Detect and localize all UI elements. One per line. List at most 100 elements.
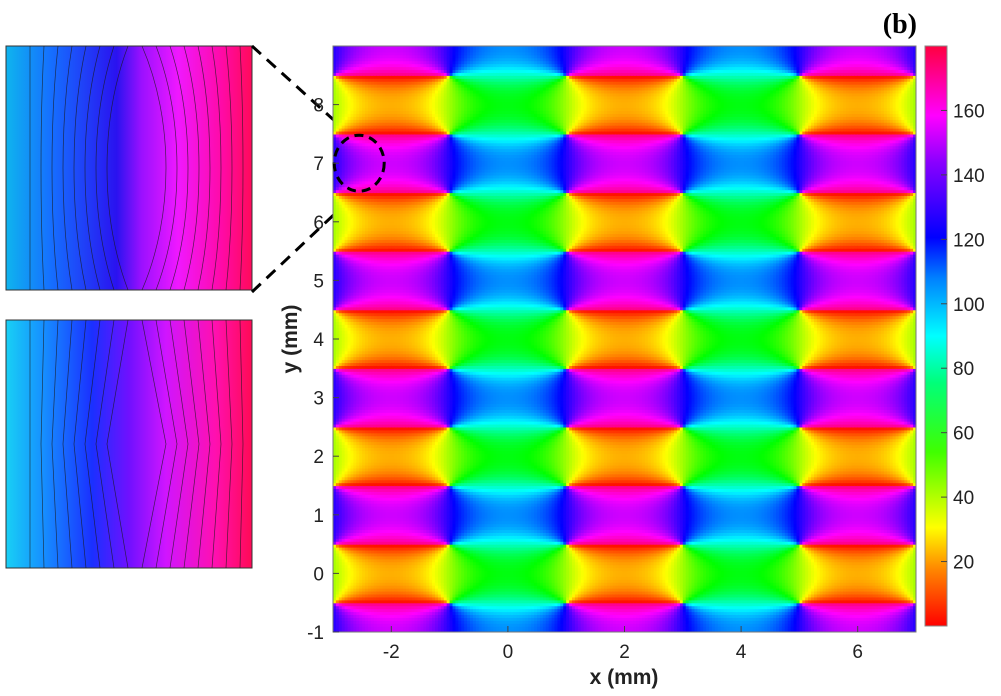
heatmap-cell [335,438,340,443]
heatmap-cell [335,523,340,528]
heatmap-cell [365,514,369,519]
heatmap-cell [350,292,355,296]
heatmap-cell [362,95,366,100]
heatmap-cell [341,297,346,302]
heatmap-cell [333,547,337,551]
heatmap-cell [353,139,357,144]
heatmap-cell [365,450,369,454]
heatmap-cell [333,230,337,235]
heatmap-cell [350,171,355,176]
heatmap-cell [341,400,346,405]
heatmap-cell [338,377,343,381]
heatmap-cell [356,242,360,246]
heatmap-cell [353,151,357,156]
heatmap-cell [333,110,337,114]
heatmap-cell [335,494,340,498]
heatmap-cell [341,262,346,267]
heatmap-cell [350,599,355,604]
heatmap-cell [359,359,363,364]
heatmap-cell [333,262,337,267]
heatmap-cell [356,101,360,106]
heatmap-cell [338,590,343,595]
heatmap-cell [356,230,360,235]
heatmap-cell [344,236,349,240]
heatmap-cell [347,51,352,56]
heatmap-cell [344,245,349,249]
heatmap-cell [338,576,343,580]
heatmap-cell [338,418,343,422]
heatmap-cell [347,171,352,176]
heatmap-cell [341,92,346,97]
heatmap-cell [341,344,346,349]
heatmap-cell [350,552,355,557]
heatmap-cell [353,514,357,519]
heatmap-cell [333,160,337,164]
heatmap-cell [359,479,363,484]
heatmap-cell [341,177,346,182]
heatmap-cell [344,576,349,580]
heatmap-cell [353,350,357,355]
heatmap-cell [338,374,343,378]
heatmap-cell [341,133,346,138]
heatmap-cell [344,547,349,551]
heatmap-cell [335,224,340,229]
heatmap-cell [341,611,346,616]
heatmap-cell [362,242,366,246]
heatmap-cell [365,590,369,595]
heatmap-cell [333,213,337,217]
heatmap-cell [350,620,355,624]
heatmap-cell [341,312,346,317]
heatmap-cell [344,517,349,522]
heatmap-cell [333,324,337,328]
heatmap-cell [344,119,349,123]
heatmap-cell [333,362,337,366]
heatmap-cell [359,347,363,352]
heatmap-cell [350,374,355,378]
heatmap-cell [341,497,346,501]
heatmap-cell [335,303,340,308]
heatmap-cell [338,113,343,117]
heatmap-cell [344,242,349,246]
heatmap-cell [362,529,366,533]
heatmap-cell [353,95,357,100]
heatmap-cell [347,397,352,402]
heatmap-cell [356,397,360,402]
heatmap-cell [341,462,346,466]
heatmap-cell [333,503,337,507]
heatmap-cell [341,107,346,112]
heatmap-cell [350,300,355,305]
heatmap-cell [356,139,360,144]
heatmap-cell [341,356,346,361]
heatmap-cell [362,555,366,560]
heatmap-cell [333,432,337,437]
heatmap-cell [356,573,360,577]
heatmap-cell [338,297,343,302]
heatmap-cell [335,359,340,364]
heatmap-cell [353,377,357,381]
heatmap-cell [335,467,340,472]
heatmap-cell [338,579,343,583]
heatmap-cell [365,593,369,598]
heatmap-cell [356,227,360,232]
heatmap-cell [353,166,357,170]
heatmap-cell [353,128,357,132]
heatmap-cell [362,160,366,164]
heatmap-cell [347,139,352,144]
heatmap-cell [362,130,366,135]
heatmap-cell [341,148,346,153]
heatmap-cell [335,321,340,325]
heatmap-cell [335,204,340,208]
heatmap-cell [344,51,349,56]
heatmap-cell [353,508,357,513]
heatmap-cell [338,409,343,413]
heatmap-cell [344,462,349,466]
heatmap-cell [365,494,369,498]
heatmap-cell [347,538,352,542]
heatmap-cell [362,450,366,454]
heatmap-cell [338,482,343,487]
inset-contour-line [95,45,115,291]
heatmap-cell [338,130,343,135]
heatmap-cell [356,576,360,580]
heatmap-cell [335,423,340,428]
heatmap-cell [359,157,363,161]
